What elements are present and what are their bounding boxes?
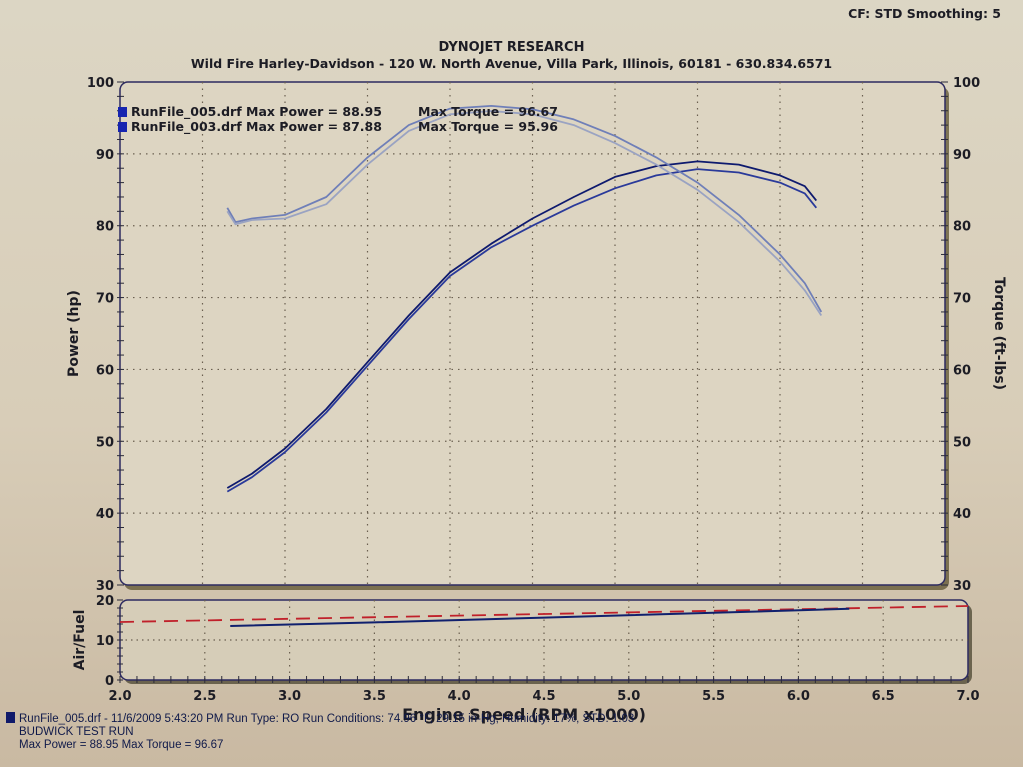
af-axis-title: Air/Fuel — [72, 610, 88, 671]
y2-tick-label: 100 — [953, 76, 980, 91]
torque-curve-003 — [226, 110, 823, 316]
y-tick-label: 80 — [96, 220, 114, 235]
y2-tick-label: 70 — [953, 292, 971, 307]
y2-tick-label: 90 — [953, 148, 971, 163]
legend-max-torque: Max Torque = 96.67 — [418, 104, 558, 119]
main-plot-frame — [119, 81, 946, 586]
y-tick-label: 100 — [87, 76, 114, 91]
x-tick-label: 6.0 — [787, 689, 810, 704]
y2-tick-label: 50 — [953, 435, 971, 450]
y-tick-label: 60 — [96, 363, 114, 378]
run-comment: BUDWICK TEST RUN — [19, 726, 134, 738]
shop-address: Wild Fire Harley-Davidson - 120 W. North… — [190, 56, 833, 71]
power-curve-003 — [226, 168, 818, 493]
y-tick-label: 90 — [96, 148, 114, 163]
torque-curve-005 — [226, 105, 823, 313]
run-swatch-icon — [6, 712, 15, 723]
af-curve-005 — [230, 607, 850, 627]
x-tick-label: 5.0 — [617, 689, 640, 704]
x-tick-label: 4.5 — [532, 689, 555, 704]
y2-tick-label: 80 — [953, 220, 971, 235]
y2-tick-label: 60 — [953, 363, 971, 378]
x-tick-label: 4.0 — [448, 689, 471, 704]
x-tick-label: 2.0 — [108, 689, 131, 704]
legend-swatch-icon — [118, 122, 127, 132]
settings-label: CF: STD Smoothing: 5 — [848, 6, 1001, 21]
report-title: DYNOJET RESEARCH — [438, 40, 585, 55]
x-tick-label: 3.0 — [278, 689, 301, 704]
y-axis-title: Power (hp) — [66, 290, 82, 377]
af-y-tick-label: 0 — [105, 674, 114, 689]
af-y-tick-label: 10 — [96, 634, 114, 649]
chart-legend: RunFile_005.drf Max Power = 88.95 Max To… — [118, 104, 558, 134]
y2-axis-title: Torque (ft-lbs) — [991, 277, 1007, 390]
af-y-tick-label: 20 — [96, 594, 114, 609]
x-axis-title: Engine Speed (RPM x1000) — [402, 705, 646, 724]
run-info-footer: RunFile_005.drf - 11/6/2009 5:43:20 PM R… — [6, 712, 634, 752]
y-tick-label: 50 — [96, 435, 114, 450]
run-conditions: RunFile_005.drf - 11/6/2009 5:43:20 PM R… — [6, 712, 634, 726]
legend-max-torque: Max Torque = 95.96 — [418, 119, 558, 134]
x-tick-label: 7.0 — [956, 689, 979, 704]
y2-tick-label: 30 — [953, 579, 971, 594]
y-tick-label: 40 — [96, 507, 114, 522]
y-tick-label: 30 — [96, 579, 114, 594]
y2-tick-label: 40 — [953, 507, 971, 522]
x-tick-label: 3.5 — [363, 689, 386, 704]
y-tick-label: 70 — [96, 292, 114, 307]
x-tick-label: 2.5 — [193, 689, 216, 704]
legend-item-runfile-005: RunFile_005.drf Max Power = 88.95 Max To… — [118, 104, 558, 119]
power-curve-005 — [226, 160, 818, 489]
legend-item-runfile-003: RunFile_003.drf Max Power = 87.88 Max To… — [118, 119, 558, 134]
legend-swatch-icon — [118, 107, 127, 117]
x-tick-label: 5.5 — [702, 689, 725, 704]
x-tick-label: 6.5 — [872, 689, 895, 704]
run-max-values: Max Power = 88.95 Max Torque = 96.67 — [19, 739, 224, 751]
